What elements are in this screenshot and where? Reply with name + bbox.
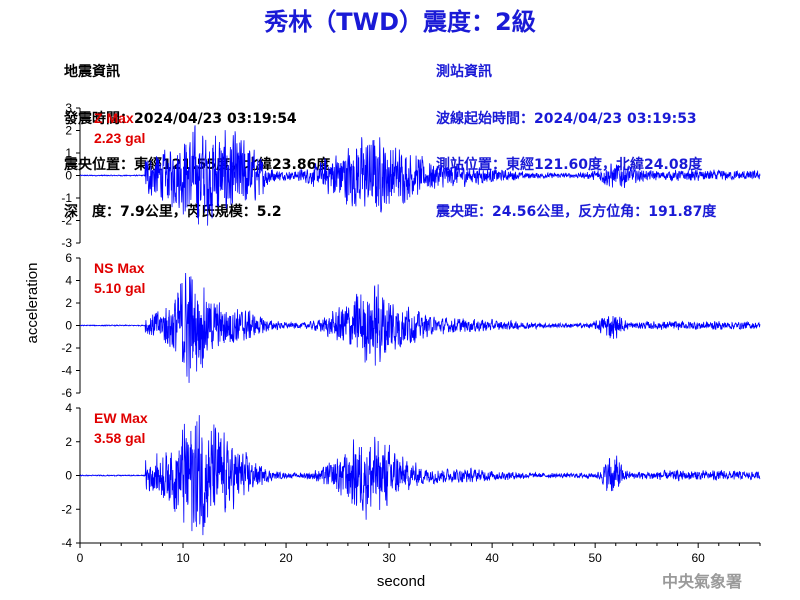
y-tick-label: 0 — [65, 319, 72, 333]
station-info-heading: 測站資訊 — [436, 64, 492, 80]
y-tick-label: 2 — [65, 124, 72, 138]
panel-ew: 4 2 0 -2 -4 EW Max 3.58 gal — [61, 401, 761, 550]
epicentral-distance: 震央距：24.56公里，反方位角：191.87度 — [436, 203, 717, 220]
epicenter-location: 震央位置：東經121.55度，北緯23.86度 — [64, 157, 331, 173]
station-info-block: 測站資訊 波線起始時間：2024/04/23 03:19:53 測站位置：東經1… — [436, 34, 716, 236]
y-tick-label: -2 — [61, 502, 72, 516]
y-tick-label: -6 — [61, 386, 72, 400]
x-axis: 0 10 20 30 40 50 60 — [77, 542, 761, 565]
depth-magnitude: 深 度：7.9公里，芮氏規模：5.2 — [64, 203, 282, 220]
cwa-watermark: 中央氣象署 — [662, 572, 742, 591]
y-tick-label: 3 — [65, 101, 72, 115]
waveform-ns — [79, 272, 761, 383]
page-title: 秀林（TWD）震度：2級 — [264, 8, 536, 36]
origin-time: 發震時間：2024/04/23 03:19:54 — [64, 110, 297, 127]
y-tick-label: 2 — [65, 296, 72, 310]
station-location: 測站位置：東經121.60度，北緯24.08度 — [436, 157, 703, 173]
y-tick-label: -2 — [61, 214, 72, 228]
panel-ns: 6 4 2 0 -2 -4 -6 NS Max 5.10 gal — [61, 251, 761, 400]
y-axis-label: acceleration — [24, 263, 41, 344]
y-tick-label: 1 — [65, 146, 72, 160]
max-label: Z Max — [94, 110, 134, 126]
max-value: 2.23 gal — [94, 130, 145, 146]
panel-z: 3 2 1 0 -1 -2 -3 Z Max 2.23 gal — [61, 101, 761, 250]
x-axis-label: second — [377, 573, 425, 590]
x-tick-label: 0 — [77, 551, 84, 565]
wave-start-time: 波線起始時間：2024/04/23 03:19:53 — [436, 110, 697, 127]
waveform-z — [79, 125, 761, 226]
y-tick-label: -2 — [61, 341, 72, 355]
y-tick-label: -1 — [61, 191, 72, 205]
x-tick-label: 20 — [279, 551, 293, 565]
y-tick-label: 4 — [65, 401, 72, 415]
y-tick-label: 0 — [65, 169, 72, 183]
y-tick-label: -4 — [61, 364, 72, 378]
max-value: 3.58 gal — [94, 430, 145, 446]
waveform-ew — [79, 415, 761, 536]
y-tick-label: 6 — [65, 251, 72, 265]
x-tick-label: 60 — [692, 551, 706, 565]
quake-info-heading: 地震資訊 — [64, 64, 120, 80]
y-tick-label: 4 — [65, 274, 72, 288]
y-tick-label: 2 — [65, 435, 72, 449]
x-tick-label: 10 — [176, 551, 190, 565]
y-tick-label: 0 — [65, 469, 72, 483]
y-tick-label: -4 — [61, 536, 72, 550]
max-label: NS Max — [94, 260, 145, 276]
max-value: 5.10 gal — [94, 280, 145, 296]
x-tick-label: 30 — [382, 551, 396, 565]
x-tick-label: 50 — [588, 551, 602, 565]
y-tick-label: -3 — [61, 236, 72, 250]
quake-info-block: 地震資訊 發震時間：2024/04/23 03:19:54 震央位置：東經121… — [64, 34, 330, 236]
max-label: EW Max — [94, 410, 148, 426]
x-tick-label: 40 — [485, 551, 499, 565]
